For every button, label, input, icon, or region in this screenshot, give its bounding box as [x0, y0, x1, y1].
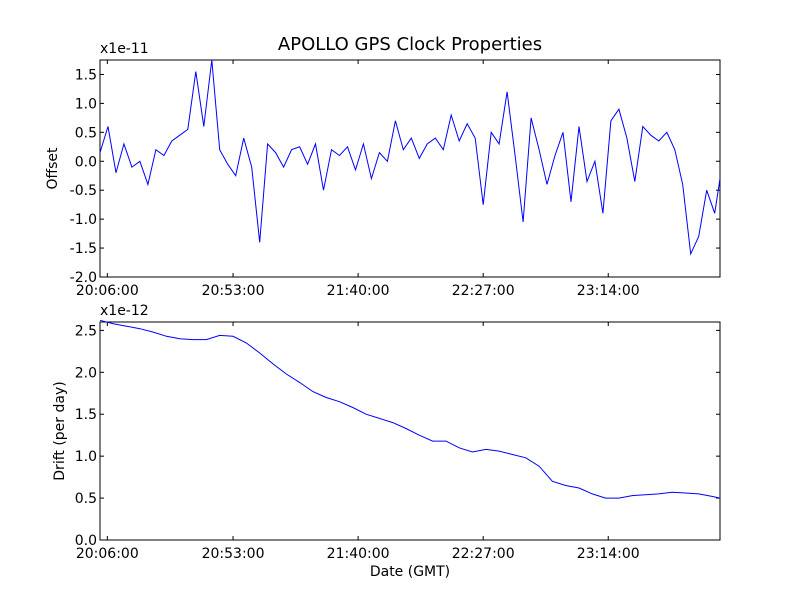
offset-y-tick-label: 0.5	[75, 125, 97, 141]
drift-x-tick-label: 23:14:00	[577, 546, 640, 562]
offset-series-line	[99, 59, 721, 256]
drift-x-tick-label: 20:53:00	[202, 546, 265, 562]
drift-y-axis-label: Drift (per day)	[52, 381, 68, 480]
offset-y-tick-label: 1.5	[75, 67, 97, 83]
drift-plot-frame	[99, 321, 721, 541]
offset-y-tick-label: -2.0	[70, 270, 97, 286]
drift-ticks: 20:06:00 20:53:00 21:40:00 22:27:00 23:14:00…	[75, 322, 720, 562]
offset-y-axis-label: Offset	[45, 147, 61, 190]
drift-y-tick-label: 2.0	[75, 365, 97, 381]
drift-x-axis-label: Date (GMT)	[370, 564, 450, 580]
drift-panel: x1e-12 Drift (per day) Date (GMT) 20:06:…	[52, 303, 721, 580]
offset-x-tick-label: 20:53:00	[202, 283, 265, 299]
drift-y-tick-label: 1.0	[75, 449, 97, 465]
offset-panel: x1e-11 Offset 20:06:00 20:53:00 21:40:00 22…	[45, 41, 721, 299]
offset-axis-multiplier: x1e-11	[100, 41, 149, 57]
offset-y-tick-label: 0.0	[75, 154, 97, 170]
offset-series-group	[99, 59, 721, 256]
drift-x-tick-label: 21:40:00	[327, 546, 390, 562]
offset-x-tick-label: 23:14:00	[577, 283, 640, 299]
drift-y-tick-label: 2.5	[75, 323, 97, 339]
offset-y-tick-label: 1.0	[75, 96, 97, 112]
offset-y-tick-label: -1.0	[70, 212, 97, 228]
offset-x-tick-label: 20:06:00	[76, 283, 139, 299]
offset-x-tick-label: 22:27:00	[452, 283, 515, 299]
drift-series-group	[99, 319, 721, 499]
chart-title: APOLLO GPS Clock Properties	[278, 34, 542, 55]
drift-y-tick-label: 1.5	[75, 407, 97, 423]
drift-y-tick-label: 0.5	[75, 491, 97, 507]
offset-x-tick-label: 21:40:00	[327, 283, 390, 299]
offset-ticks: 20:06:00 20:53:00 21:40:00 22:27:00 23:14:00…	[70, 60, 720, 299]
offset-plot-frame	[99, 59, 721, 278]
drift-axis-multiplier: x1e-12	[100, 303, 149, 319]
drift-x-tick-label: 22:27:00	[452, 546, 515, 562]
offset-y-tick-label: -0.5	[70, 183, 97, 199]
drift-x-tick-label: 20:06:00	[76, 546, 139, 562]
drift-series-line	[99, 319, 721, 499]
drift-y-tick-label: 0.0	[75, 533, 97, 549]
offset-y-tick-label: -1.5	[70, 241, 97, 257]
